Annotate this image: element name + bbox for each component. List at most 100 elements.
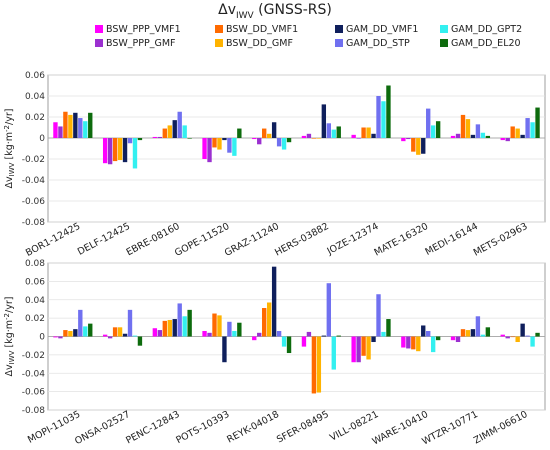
x-tick-label: HERS-03882 (273, 221, 331, 259)
bar (68, 330, 73, 337)
bar (450, 336, 456, 341)
bar (212, 313, 217, 337)
bar (217, 138, 222, 150)
bar (465, 119, 471, 138)
y-tick-label: -0.06 (22, 388, 46, 398)
bar (505, 336, 510, 339)
bar (326, 123, 331, 138)
bar (485, 135, 491, 138)
x-tick-label: ZIMM-06610 (472, 409, 530, 447)
bar (172, 319, 177, 337)
bar (262, 128, 267, 138)
x-tick-label: MATE-16320 (373, 221, 431, 259)
legend-label: BSW_DD_GMF (226, 38, 293, 49)
bar (58, 336, 63, 339)
bar (266, 302, 272, 337)
bar (286, 336, 292, 354)
bar (401, 138, 406, 142)
legend-swatch (95, 39, 103, 47)
bar (102, 138, 108, 164)
bar (227, 138, 232, 153)
bar (58, 126, 63, 138)
x-tick-label: WTZR-10771 (420, 409, 480, 448)
y-axis-label: ΔvIWV [kg·m-2/yr] (3, 297, 16, 377)
bar (535, 332, 540, 337)
y-axis-label: ΔvIWV [kg·m-2/yr] (3, 109, 16, 189)
bar (356, 138, 361, 139)
bar (421, 325, 426, 337)
bar (127, 138, 133, 144)
bar (455, 133, 461, 138)
bar (470, 134, 476, 138)
bar (376, 294, 381, 337)
bar (276, 138, 282, 147)
x-tick-label: MEDI-16144 (424, 221, 480, 258)
bar (366, 336, 371, 360)
bar (426, 330, 431, 337)
bar (505, 138, 510, 142)
bar (500, 138, 505, 141)
y-tick-label: -0.06 (22, 197, 46, 207)
bar (132, 335, 138, 337)
legend-label: BSW_DD_VMF1 (226, 24, 299, 35)
y-tick-label: -0.02 (22, 155, 45, 165)
bar (520, 134, 525, 138)
bar (435, 121, 441, 138)
bar (257, 332, 262, 337)
bar (73, 112, 78, 138)
x-tick-label: DELF-12425 (76, 221, 132, 258)
bar (232, 330, 237, 337)
bar (430, 125, 436, 138)
bar (152, 328, 158, 337)
legend-swatch (335, 25, 343, 33)
bar (53, 336, 58, 338)
bar (416, 138, 421, 155)
bar (316, 336, 322, 393)
y-tick-label: 0.02 (25, 113, 45, 123)
bar (321, 335, 327, 337)
bar (107, 138, 113, 165)
bar (356, 336, 361, 363)
bar (286, 138, 292, 143)
legend-swatch (335, 39, 343, 47)
x-tick-label: JOZE-12374 (325, 221, 381, 258)
bar (515, 128, 520, 138)
bar (411, 138, 416, 152)
legend-label: GAM_DD_STP (346, 38, 410, 49)
bar (217, 315, 222, 337)
bar (416, 336, 421, 352)
y-tick-label: 0 (39, 333, 45, 343)
bar (301, 135, 307, 138)
bar (202, 330, 207, 337)
bar (63, 111, 68, 138)
bar (132, 138, 138, 169)
legend-label: GAM_DD_GPT2 (451, 24, 523, 35)
x-tick-label: WARE-10410 (371, 409, 431, 448)
x-tick-label: METS-02963 (472, 221, 530, 259)
bar (500, 334, 505, 337)
bar (306, 133, 312, 138)
bar (252, 336, 257, 341)
bar (386, 85, 391, 138)
legend-swatch (215, 25, 223, 33)
bar (326, 283, 331, 337)
legend-item: GAM_DD_STP (335, 38, 410, 49)
bar (222, 336, 227, 363)
bar (63, 330, 68, 337)
bar (460, 114, 466, 138)
bar (167, 125, 172, 138)
bar (336, 335, 341, 337)
bar (421, 138, 426, 154)
bar (157, 330, 163, 337)
bar (430, 336, 436, 353)
y-tick-label: 0.06 (25, 277, 45, 287)
bar (271, 266, 277, 337)
bar (177, 303, 182, 337)
bar (88, 323, 93, 337)
bar (157, 136, 163, 138)
bar (112, 138, 118, 162)
bar (78, 309, 83, 337)
bar (78, 118, 83, 138)
bar (321, 104, 327, 138)
bar (88, 112, 93, 138)
